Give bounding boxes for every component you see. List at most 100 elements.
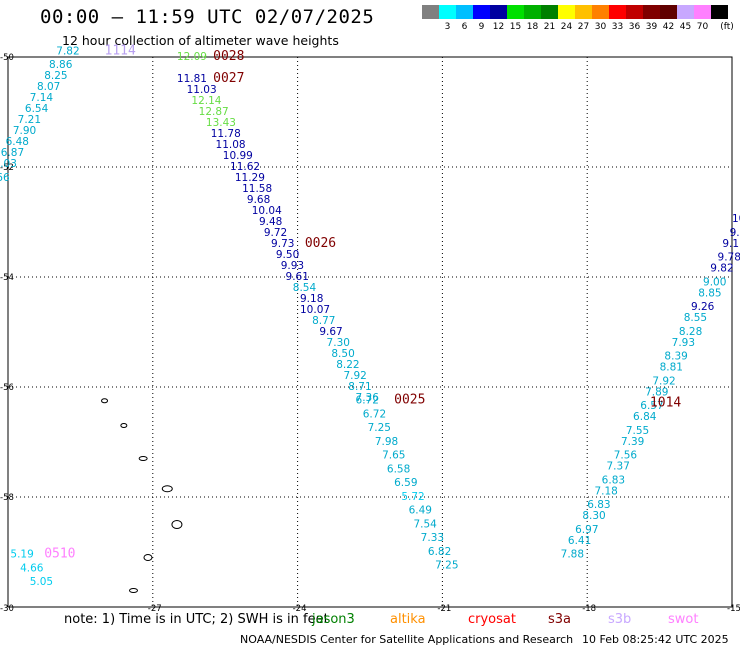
wave-height-value: 8.85: [698, 287, 721, 299]
wave-height-value: 7.93: [672, 337, 695, 349]
wave-height-value: 6.83: [587, 499, 610, 511]
wave-height-value: 6.58: [387, 463, 410, 475]
colorbar-cell: [524, 5, 541, 19]
colorbar-label: 36: [628, 22, 641, 32]
wave-height-value: 10.99: [223, 150, 253, 162]
wave-height-value: 6.72: [363, 408, 386, 420]
lat-tick-label: -58: [0, 493, 14, 503]
wave-height-value: 6.41: [568, 535, 591, 547]
island-outline: [128, 588, 138, 593]
pass-id-label: 1114: [105, 43, 136, 58]
colorbar-label: 12: [492, 22, 505, 32]
colorbar-unit: (ft): [720, 22, 734, 32]
wave-height-value: 7.03: [0, 158, 17, 170]
wave-height-value: 9.18: [300, 293, 323, 305]
wave-height-value: 6.72: [356, 395, 379, 407]
wave-height-value: 9.93: [281, 260, 304, 272]
wave-height-value: 8.71: [348, 381, 371, 393]
island-outline: [171, 520, 183, 529]
wave-height-value: 11.29: [235, 172, 265, 184]
wave-height-value: 9.1: [722, 238, 739, 250]
wave-height-value: 7.21: [18, 114, 41, 126]
wave-height-value: 7.30: [327, 337, 350, 349]
wave-height-value: 10.04: [252, 205, 282, 217]
wave-height-value: 7.65: [382, 450, 405, 462]
island-outline: [120, 423, 128, 428]
wave-height-value: 6.66: [0, 172, 10, 184]
wave-height-value: 6.49: [409, 505, 432, 517]
satellite-legend-item: s3b: [608, 612, 632, 627]
wave-height-value: 9.72: [264, 227, 287, 239]
wave-height-value: 7.82: [56, 45, 79, 57]
map-frame: [7, 56, 733, 608]
altimeter-pass: 10 9.9.1 9.789.829.008.85 9.268.55 8.287.93 8…: [561, 213, 740, 561]
wave-height-value: 11.08: [216, 139, 246, 151]
altimeter-pass: 6.726.72 7.25 7.98 7.656.58 6.59 5.72 6.497.54…: [356, 393, 459, 572]
pass-id-label: 0028: [213, 49, 244, 64]
wave-height-value: 8.55: [684, 312, 707, 324]
wave-height-value: 9.50: [276, 249, 299, 261]
colorbar-label: 70: [696, 22, 709, 32]
wave-height-value: 10: [732, 213, 740, 225]
colorbar-label: 6: [461, 22, 468, 32]
wave-height-value: 11.78: [211, 128, 241, 140]
wave-height-value: 7.88: [561, 549, 584, 561]
wave-height-value: 7.89: [645, 386, 668, 398]
wave-height-value: 9.78: [718, 252, 740, 264]
colorbar-cell: [558, 5, 575, 19]
wave-height-value: 6.97: [575, 524, 598, 536]
island-outline: [143, 554, 153, 561]
colorbar-label: 18: [526, 22, 539, 32]
lat-tick-label: -50: [0, 53, 14, 63]
credit-text: NOAA/NESDIS Center for Satellite Applica…: [240, 633, 574, 646]
colorbar-cell: [507, 5, 524, 19]
colorbar-cell: [456, 5, 473, 19]
altimeter-pass: 5.194.66 5.05 0510: [10, 547, 75, 589]
map-subtitle: 12 hour collection of altimeter wave hei…: [62, 33, 339, 48]
wave-height-value: 7.98: [375, 436, 398, 448]
wave-height-value: 13.43: [206, 117, 236, 129]
wave-height-value: 7.14: [30, 92, 54, 104]
wave-height-value: 9.73: [271, 238, 294, 250]
wave-height-value: 5.05: [30, 576, 53, 588]
colorbar-cell: [626, 5, 643, 19]
colorbar-cell: [541, 5, 558, 19]
wave-height-value: 6.87: [1, 147, 24, 159]
pass-id-label: 1014: [650, 395, 681, 410]
wave-height-value: 6.57: [640, 400, 663, 412]
wave-height-value: 9.48: [259, 216, 282, 228]
wave-height-value: 6.83: [602, 474, 625, 486]
altimeter-pass: 12.09 0028: [177, 49, 245, 64]
pass-id-label: 0027: [213, 71, 244, 86]
wave-height-value: 7.25: [435, 560, 458, 572]
colorbar-cell: [490, 5, 507, 19]
colorbar-label: 24: [560, 22, 573, 32]
lon-tick-label: -15: [727, 604, 740, 614]
wave-height-value: 8.77: [312, 315, 335, 327]
colorbar-cell: [660, 5, 677, 19]
wave-height-value: 8.54: [293, 282, 317, 294]
wave-height-value: 6.84: [633, 411, 657, 423]
altimeter-pass: 9.739.509.939.618.549.1810.078.779.677.3…: [271, 236, 379, 404]
map-title: 00:00 – 11:59 UTC 02/07/2025: [40, 6, 375, 28]
satellite-legend-item: cryosat: [468, 612, 516, 627]
wave-height-value: 7.36: [356, 392, 380, 404]
lon-tick-label: -24: [293, 604, 307, 614]
satellite-legend-item: jason3: [312, 612, 355, 627]
wave-height-value: 7.39: [621, 436, 644, 448]
wave-height-value: 8.07: [37, 81, 60, 93]
wave-height-value: 8.86: [49, 59, 73, 71]
wave-height-value: 9.61: [286, 271, 309, 283]
altimeter-tracks: 7.82 8.868.258.077.146.547.217.906.486.87…: [0, 43, 740, 588]
wave-height-value: 8.25: [44, 70, 67, 82]
wave-height-value: 5.19: [10, 549, 33, 561]
wave-height-value: 11.58: [242, 183, 272, 195]
satellite-legend-item: swot: [668, 612, 699, 627]
colorbar-cell: [592, 5, 609, 19]
lon-tick-label: -21: [437, 604, 451, 614]
colorbar-label: 3: [444, 22, 451, 32]
wave-height-value: 6.59: [394, 477, 417, 489]
island-outline: [138, 456, 148, 461]
colorbar-cell: [473, 5, 490, 19]
